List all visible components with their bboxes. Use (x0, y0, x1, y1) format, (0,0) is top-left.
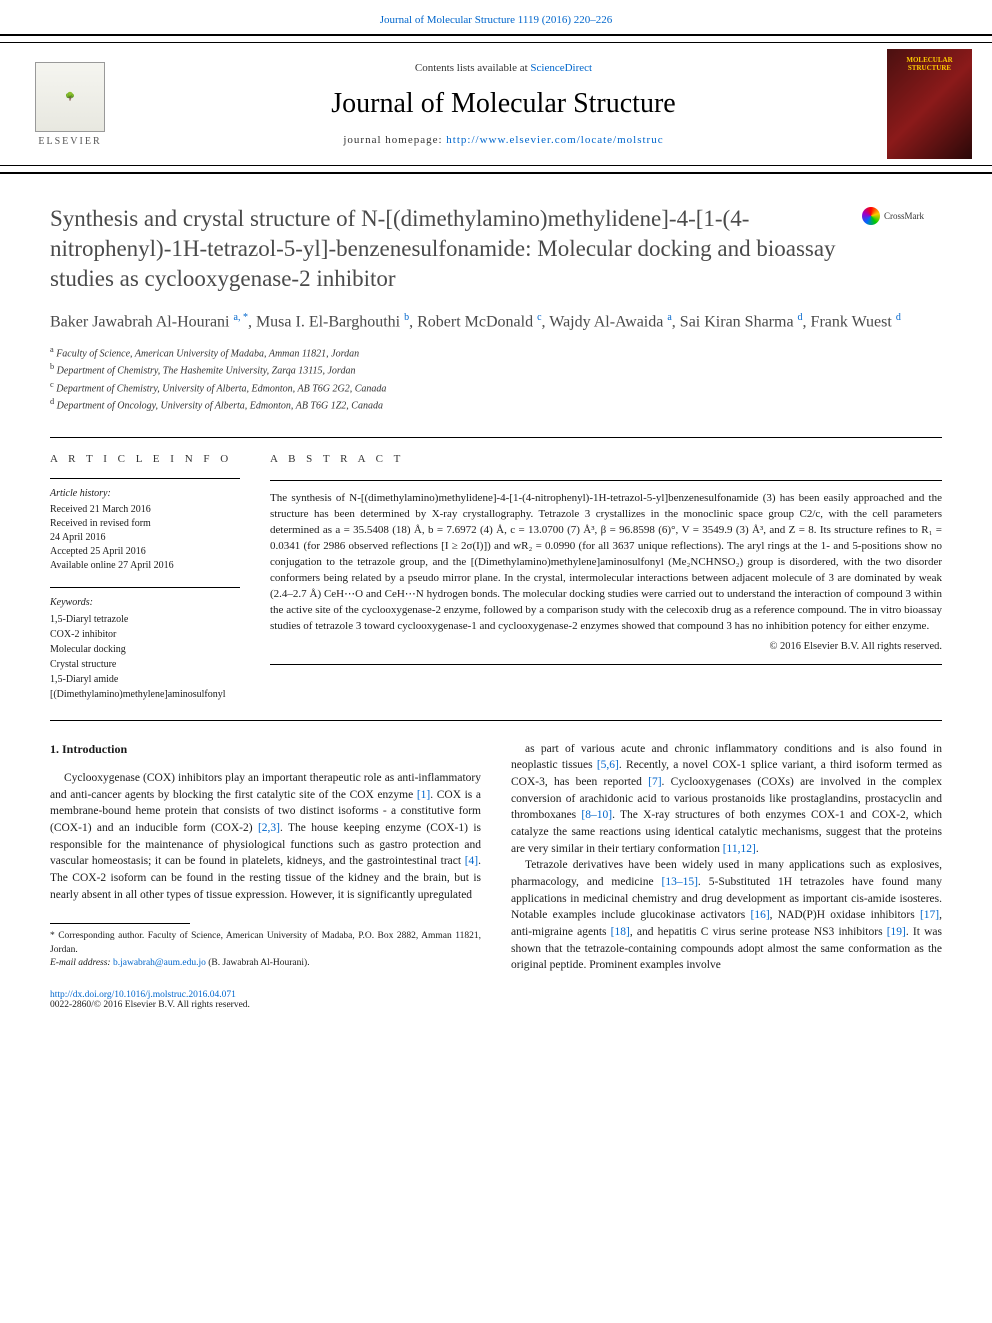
history-line: 24 April 2016 (50, 531, 240, 545)
corresponding-author-footnote: * Corresponding author. Faculty of Scien… (50, 930, 481, 957)
section-heading-introduction: 1. Introduction (50, 741, 481, 758)
journal-citation-link[interactable]: Journal of Molecular Structure 1119 (201… (0, 0, 992, 34)
history-line: Available online 27 April 2016 (50, 559, 240, 573)
footnote-separator (50, 923, 190, 924)
homepage-link[interactable]: http://www.elsevier.com/locate/molstruc (446, 134, 663, 146)
abstract-column: A B S T R A C T The synthesis of N-[(dim… (270, 452, 942, 715)
article-header: CrossMark Synthesis and crystal structur… (0, 174, 992, 419)
cover-thumb-label: MOLECULAR STRUCTURE (887, 57, 972, 72)
left-paragraphs: Cyclooxygenase (COX) inhibitors play an … (50, 770, 481, 903)
contents-prefix: Contents lists available at (415, 62, 530, 74)
crossmark-badge[interactable]: CrossMark (862, 204, 942, 228)
elsevier-tree-icon: 🌳 (35, 62, 105, 132)
meta-abstract-row: A R T I C L E I N F O Article history: R… (0, 438, 992, 715)
crossmark-icon (862, 207, 880, 225)
keyword-line: 1,5-Diaryl tetrazole (50, 612, 240, 627)
doi-link[interactable]: http://dx.doi.org/10.1016/j.molstruc.201… (50, 990, 236, 1000)
authors-list: Baker Jawabrah Al-Hourani a, *, Musa I. … (50, 310, 942, 334)
email-suffix: (B. Jawabrah Al-Hourani). (206, 958, 310, 968)
contents-available-text: Contents lists available at ScienceDirec… (120, 62, 887, 74)
keywords-label: Keywords: (50, 596, 240, 610)
article-history-block: Article history: Received 21 March 2016R… (50, 487, 240, 573)
email-label: E-mail address: (50, 958, 113, 968)
body-left-column: 1. Introduction Cyclooxygenase (COX) inh… (50, 741, 481, 974)
affiliation-line: b Department of Chemistry, The Hashemite… (50, 361, 942, 378)
keyword-line: Molecular docking (50, 642, 240, 657)
homepage-prefix: journal homepage: (343, 134, 446, 146)
divider (50, 587, 240, 588)
body-columns: 1. Introduction Cyclooxygenase (COX) inh… (0, 721, 992, 984)
affiliation-line: a Faculty of Science, American Universit… (50, 344, 942, 361)
elsevier-label: ELSEVIER (38, 136, 101, 147)
affiliation-line: c Department of Chemistry, University of… (50, 379, 942, 396)
journal-cover-thumbnail: MOLECULAR STRUCTURE (887, 49, 972, 159)
issn-copyright-line: 0022-2860/© 2016 Elsevier B.V. All right… (50, 1000, 250, 1010)
body-paragraph: as part of various acute and chronic inf… (511, 741, 942, 858)
body-paragraph: Tetrazole derivatives have been widely u… (511, 857, 942, 974)
history-line: Received in revised form (50, 517, 240, 531)
keywords-list: 1,5-Diaryl tetrazoleCOX-2 inhibitorMolec… (50, 612, 240, 702)
crossmark-label: CrossMark (884, 211, 924, 221)
sciencedirect-link[interactable]: ScienceDirect (530, 62, 592, 74)
keywords-block: Keywords: 1,5-Diaryl tetrazoleCOX-2 inhi… (50, 596, 240, 702)
right-paragraphs: as part of various acute and chronic inf… (511, 741, 942, 974)
history-line: Received 21 March 2016 (50, 503, 240, 517)
abstract-text: The synthesis of N-[(dimethylamino)methy… (270, 491, 942, 634)
keyword-line: Crystal structure (50, 657, 240, 672)
affiliations-list: a Faculty of Science, American Universit… (50, 344, 942, 413)
abstract-copyright: © 2016 Elsevier B.V. All rights reserved… (270, 639, 942, 654)
affiliation-line: d Department of Oncology, University of … (50, 396, 942, 413)
keyword-line: 1,5-Diaryl amide (50, 672, 240, 687)
keyword-line: COX-2 inhibitor (50, 627, 240, 642)
journal-header-bar: 🌳 ELSEVIER Contents lists available at S… (0, 34, 992, 174)
article-history-lines: Received 21 March 2016Received in revise… (50, 503, 240, 573)
article-info-heading: A R T I C L E I N F O (50, 452, 240, 467)
body-right-column: as part of various acute and chronic inf… (511, 741, 942, 974)
divider (270, 664, 942, 665)
email-footnote: E-mail address: b.jawabrah@aum.edu.jo (B… (50, 957, 481, 970)
keyword-line: [(Dimethylamino)methylene]aminosulfonyl (50, 687, 240, 702)
body-paragraph: Cyclooxygenase (COX) inhibitors play an … (50, 770, 481, 903)
header-center: Contents lists available at ScienceDirec… (120, 62, 887, 146)
abstract-heading: A B S T R A C T (270, 452, 942, 468)
elsevier-logo: 🌳 ELSEVIER (20, 54, 120, 154)
article-title: Synthesis and crystal structure of N-[(d… (50, 204, 942, 294)
divider (50, 478, 240, 479)
doi-block: http://dx.doi.org/10.1016/j.molstruc.201… (0, 984, 992, 1030)
journal-name: Journal of Molecular Structure (120, 88, 887, 120)
article-history-label: Article history: (50, 487, 240, 501)
homepage-text: journal homepage: http://www.elsevier.co… (120, 134, 887, 146)
article-info-column: A R T I C L E I N F O Article history: R… (50, 452, 270, 715)
email-link[interactable]: b.jawabrah@aum.edu.jo (113, 958, 206, 968)
divider (270, 480, 942, 481)
history-line: Accepted 25 April 2016 (50, 545, 240, 559)
